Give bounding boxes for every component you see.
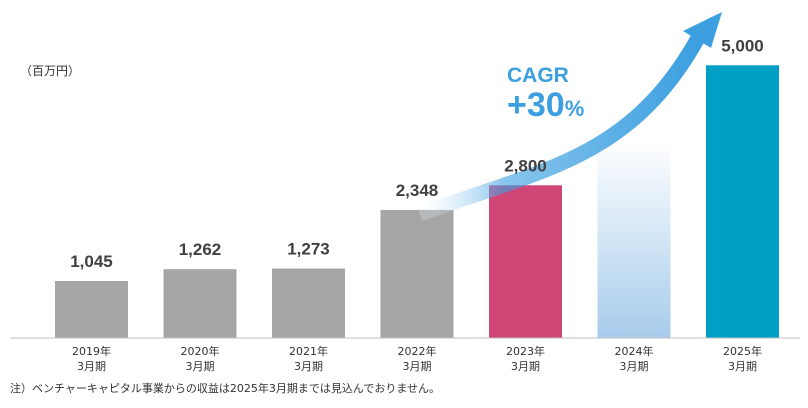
x-tick-period-7: 3月期	[728, 360, 757, 373]
bar-7	[706, 65, 779, 338]
bar-3	[272, 268, 345, 338]
x-tick-period-6: 3月期	[620, 360, 649, 373]
value-label-7: 5,000	[721, 36, 764, 55]
x-tick-period-4: 3月期	[403, 360, 432, 373]
x-tick-period-1: 3月期	[77, 360, 106, 373]
x-tick-period-2: 3月期	[186, 360, 215, 373]
x-tick-labels-group: 2019年 3月期 2020年 3月期 2021年 3月期 2022年 3月期 2023年 3月期…	[72, 344, 762, 373]
x-tick-year-7: 2025年	[723, 344, 762, 358]
x-tick-period-5: 3月期	[511, 360, 540, 373]
bar-2	[163, 269, 237, 338]
bar-6	[597, 138, 671, 338]
x-tick-year-2: 2020年	[181, 344, 220, 358]
value-label-5: 2,800	[504, 156, 547, 175]
cagr-value: +30	[507, 86, 565, 124]
x-tick-period-3: 3月期	[294, 360, 323, 373]
unit-label: （百万円）	[20, 64, 81, 78]
value-labels-group: 1,045 1,262 1,273 2,348 2,800 5,000	[70, 36, 764, 271]
value-label-4: 2,348	[396, 181, 439, 200]
value-label-1: 1,045	[70, 252, 113, 271]
bar-5	[489, 185, 562, 338]
growth-arrow-icon	[417, 34, 705, 222]
bar-4	[380, 209, 454, 338]
value-label-2: 1,262	[179, 240, 222, 259]
cagr-value-text: +30%	[507, 86, 584, 125]
x-tick-year-5: 2023年	[506, 344, 545, 358]
bar-1	[55, 281, 128, 338]
arrow-head-icon	[683, 12, 722, 48]
x-tick-year-1: 2019年	[72, 344, 111, 358]
bars-group	[55, 65, 779, 338]
x-tick-year-3: 2021年	[289, 344, 328, 358]
x-tick-year-4: 2022年	[398, 344, 437, 358]
value-label-3: 1,273	[287, 240, 330, 259]
footnote: 注）ベンチャーキャピタル事業からの収益は2025年3月期までは見込んでおりません…	[10, 382, 440, 395]
cagr-percent-sign: %	[564, 96, 585, 121]
cagr-label: CAGR	[507, 64, 569, 87]
x-tick-year-6: 2024年	[615, 344, 654, 358]
